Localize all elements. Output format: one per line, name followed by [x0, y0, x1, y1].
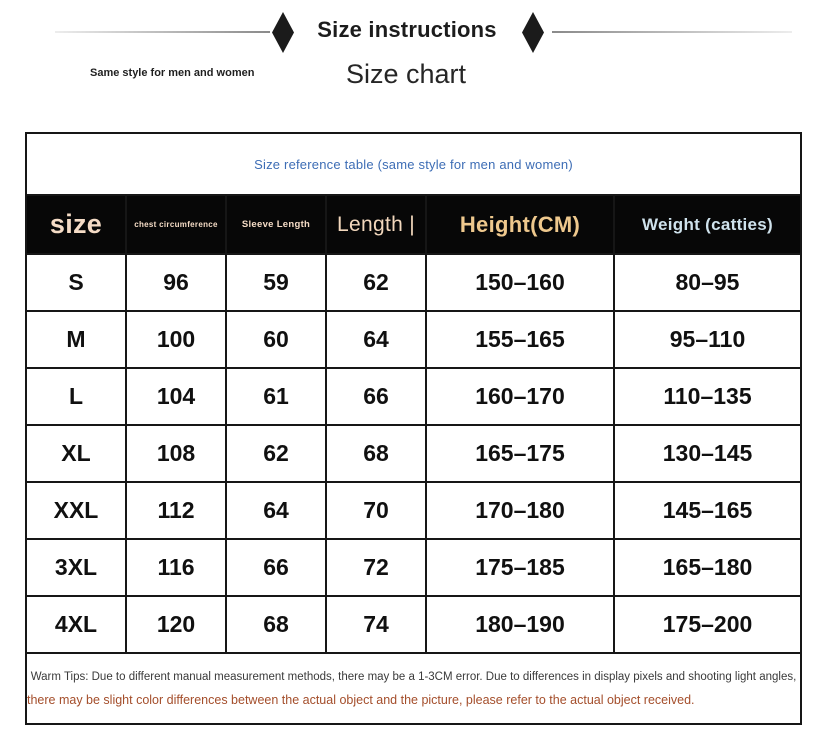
value-cell: 60 [225, 310, 327, 369]
value-cell: 64 [225, 481, 327, 540]
value-cell: 66 [325, 367, 427, 426]
value-cell: 64 [325, 310, 427, 369]
table-row: XL 108 62 68 165–175 130–145 [25, 424, 803, 483]
value-cell: 61 [225, 367, 327, 426]
table-caption-row: Size reference table (same style for men… [24, 132, 803, 196]
size-cell: M [25, 310, 127, 369]
diamond-icon-right [522, 12, 544, 53]
value-cell: 68 [325, 424, 427, 483]
value-cell: 72 [325, 538, 427, 597]
value-cell: 70 [325, 481, 427, 540]
value-cell: 165–175 [425, 424, 615, 483]
table-caption: Size reference table (same style for men… [24, 132, 803, 196]
value-cell: 100 [125, 310, 227, 369]
value-cell: 80–95 [612, 253, 803, 312]
decorative-line-left [55, 31, 270, 33]
table-row: XXL 112 64 70 170–180 145–165 [25, 481, 803, 540]
value-cell: 108 [125, 424, 227, 483]
value-cell: 95–110 [612, 310, 803, 369]
warm-tips-line1: Warm Tips: Due to different manual measu… [30, 670, 797, 683]
warm-tips-row: Warm Tips: Due to different manual measu… [24, 652, 803, 725]
diamond-icon-left [272, 12, 294, 53]
tagline-same-style: Same style for men and women [90, 67, 255, 79]
value-cell: 116 [125, 538, 227, 597]
warm-tips-line2: there may be slight color differences be… [27, 692, 695, 707]
size-reference-table: Size reference table (same style for men… [24, 132, 803, 725]
value-cell: 170–180 [425, 481, 615, 540]
value-cell: 62 [225, 424, 327, 483]
value-cell: 104 [125, 367, 227, 426]
value-cell: 96 [125, 253, 227, 312]
warm-tips: Warm Tips: Due to different manual measu… [24, 652, 803, 725]
page-title: Size instructions [317, 17, 497, 42]
value-cell: 130–145 [612, 424, 803, 483]
value-cell: 112 [125, 481, 227, 540]
value-cell: 59 [225, 253, 327, 312]
size-cell: XL [25, 424, 127, 483]
value-cell: 110–135 [612, 367, 803, 426]
column-header-sleeve: Sleeve Length [225, 194, 327, 255]
size-cell: L [25, 367, 127, 426]
value-cell: 68 [225, 595, 327, 654]
column-header-height: Height(CM) [425, 194, 615, 255]
table-header-row: size chest circumference Sleeve Length Leng… [25, 194, 803, 255]
value-cell: 175–185 [425, 538, 615, 597]
value-cell: 155–165 [425, 310, 615, 369]
decorative-line-right [552, 31, 792, 33]
value-cell: 62 [325, 253, 427, 312]
column-header-size: size [25, 194, 127, 255]
size-cell: 4XL [25, 595, 127, 654]
table-row: 4XL 120 68 74 180–190 175–200 [25, 595, 803, 654]
section-title-size-chart: Size chart [345, 59, 467, 89]
value-cell: 165–180 [612, 538, 803, 597]
value-cell: 66 [225, 538, 327, 597]
size-cell: 3XL [25, 538, 127, 597]
value-cell: 120 [125, 595, 227, 654]
value-cell: 175–200 [612, 595, 803, 654]
value-cell: 160–170 [425, 367, 615, 426]
column-header-chest: chest circumference [125, 194, 227, 255]
table-row: S 96 59 62 150–160 80–95 [25, 253, 803, 312]
column-header-weight: Weight (catties) [612, 194, 803, 255]
column-header-length: Length | [325, 194, 427, 255]
table-row: M 100 60 64 155–165 95–110 [25, 310, 803, 369]
value-cell: 150–160 [425, 253, 615, 312]
size-cell: XXL [25, 481, 127, 540]
value-cell: 180–190 [425, 595, 615, 654]
size-cell: S [25, 253, 127, 312]
value-cell: 145–165 [612, 481, 803, 540]
value-cell: 74 [325, 595, 427, 654]
table-row: L 104 61 66 160–170 110–135 [25, 367, 803, 426]
table-row: 3XL 116 66 72 175–185 165–180 [25, 538, 803, 597]
